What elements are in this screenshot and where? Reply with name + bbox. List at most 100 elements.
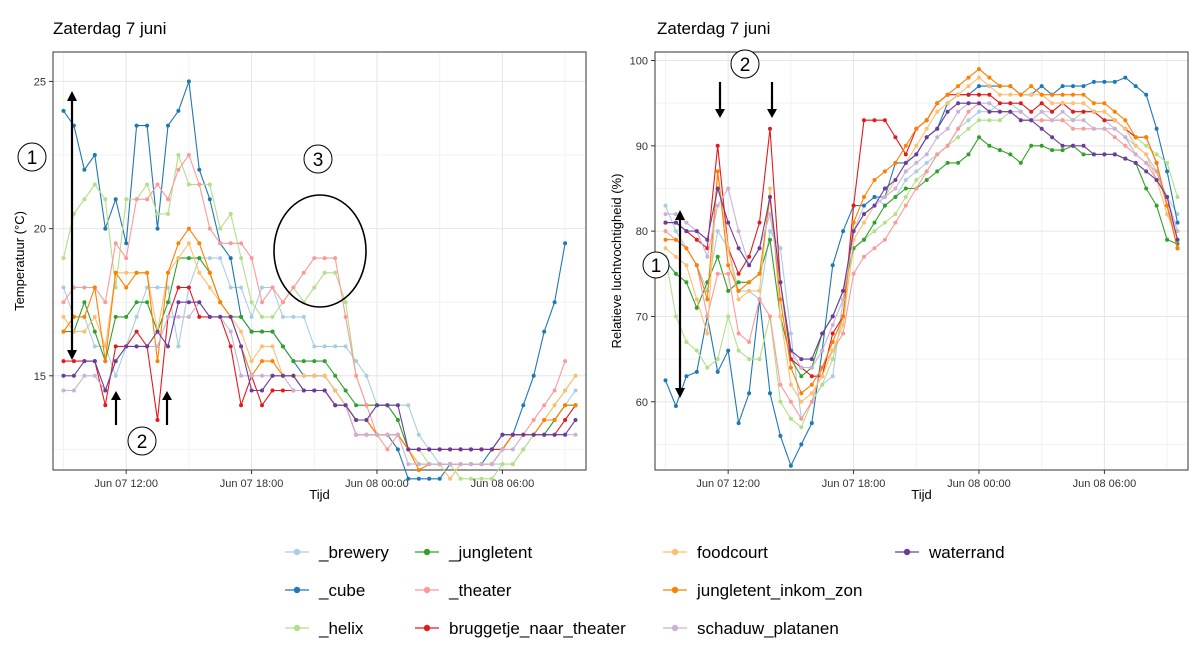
data-point xyxy=(552,418,557,422)
series-line xyxy=(63,286,576,450)
data-point xyxy=(270,359,275,364)
data-point xyxy=(987,84,992,89)
data-point xyxy=(218,241,223,246)
data-point xyxy=(145,197,150,202)
data-point xyxy=(987,118,992,123)
series-line xyxy=(665,136,1178,377)
data-point xyxy=(1060,148,1065,153)
data-point xyxy=(663,203,668,208)
legend-key-dot xyxy=(293,624,301,632)
annotation-dip-arrow-2-head xyxy=(162,391,172,400)
data-point xyxy=(280,344,285,349)
data-point xyxy=(563,403,568,408)
legend-key-dot xyxy=(293,586,301,594)
data-point xyxy=(872,246,877,251)
data-point xyxy=(197,314,202,319)
data-point xyxy=(893,160,898,165)
data-point xyxy=(573,373,578,378)
data-point xyxy=(489,447,494,452)
data-point xyxy=(1133,152,1138,157)
data-point xyxy=(301,359,306,364)
data-point xyxy=(301,270,306,275)
data-point xyxy=(489,476,494,481)
data-point xyxy=(726,220,731,225)
data-point xyxy=(1071,109,1075,114)
data-point xyxy=(1081,101,1086,106)
data-point xyxy=(1123,118,1128,123)
data-point xyxy=(573,432,578,437)
data-point xyxy=(280,373,285,378)
data-point xyxy=(375,432,379,437)
data-point xyxy=(166,344,170,349)
series-waterrand xyxy=(61,300,578,452)
y-tick-label: 20 xyxy=(34,224,46,236)
data-point xyxy=(239,403,244,408)
data-point xyxy=(364,432,369,437)
data-point xyxy=(799,374,804,379)
data-point xyxy=(113,314,118,319)
legend-item-jungletent-inkom-zon: jungletent_inkom_zon xyxy=(663,581,862,600)
data-point xyxy=(997,118,1002,123)
data-point xyxy=(945,101,950,106)
data-point xyxy=(563,241,568,246)
data-point xyxy=(768,391,772,396)
data-point xyxy=(809,357,814,362)
series-schaduw-platanen xyxy=(663,101,1180,370)
data-point xyxy=(1029,109,1034,114)
data-point xyxy=(987,92,992,97)
data-point xyxy=(406,462,411,467)
data-point xyxy=(977,109,981,114)
data-point xyxy=(155,226,160,231)
data-point xyxy=(1154,152,1159,157)
data-point xyxy=(1008,92,1013,97)
data-point xyxy=(872,178,877,182)
data-point xyxy=(830,348,835,353)
data-point xyxy=(977,75,981,80)
data-point xyxy=(71,373,76,378)
data-point xyxy=(197,167,202,172)
data-point xyxy=(684,220,689,225)
data-point xyxy=(186,79,191,84)
data-point xyxy=(92,329,97,334)
data-point xyxy=(977,118,981,123)
data-point xyxy=(176,285,181,290)
data-point xyxy=(747,263,752,268)
data-point xyxy=(736,421,741,426)
data-point xyxy=(155,344,160,349)
data-point xyxy=(197,256,202,261)
data-point xyxy=(563,388,568,393)
data-point xyxy=(333,256,338,261)
data-point xyxy=(103,403,108,408)
data-point xyxy=(663,220,668,225)
data-point xyxy=(260,300,264,305)
data-point xyxy=(1060,101,1065,106)
data-point xyxy=(799,357,804,362)
data-point xyxy=(1071,118,1075,123)
data-point xyxy=(1102,109,1107,114)
annotation-number: 1 xyxy=(27,148,38,169)
data-point xyxy=(1175,195,1180,199)
data-point xyxy=(124,256,129,261)
data-point xyxy=(757,220,762,225)
y-tick-label: 15 xyxy=(34,371,46,383)
data-point xyxy=(291,373,296,378)
data-point xyxy=(914,169,919,174)
data-point xyxy=(531,418,536,422)
data-point xyxy=(663,378,668,383)
data-point xyxy=(778,246,783,251)
data-point xyxy=(788,399,793,404)
data-point xyxy=(82,373,87,378)
data-point xyxy=(406,403,411,408)
data-point xyxy=(1018,118,1023,123)
data-point xyxy=(726,288,731,293)
data-point xyxy=(448,462,453,467)
data-point xyxy=(684,280,689,285)
data-point xyxy=(448,476,453,481)
series-brewery xyxy=(663,101,1180,421)
data-point xyxy=(542,432,547,437)
data-point xyxy=(1112,135,1117,140)
data-point xyxy=(851,203,856,208)
data-point xyxy=(903,152,908,157)
data-point xyxy=(1050,109,1055,114)
data-point xyxy=(736,297,741,302)
